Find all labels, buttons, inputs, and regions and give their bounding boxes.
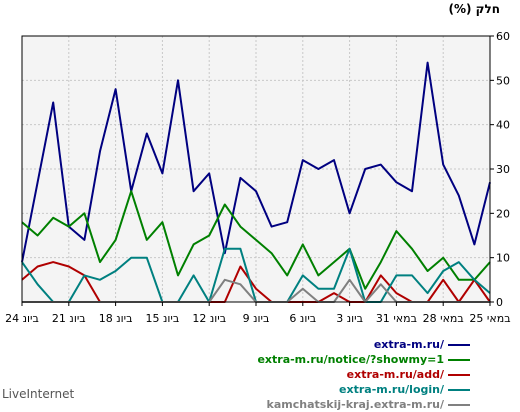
legend-label: extra-m.ru/notice/?showmy=1: [257, 353, 444, 366]
x-tick-label: 9 ביונ: [243, 312, 270, 325]
legend-label: extra-m.ru/add/: [346, 368, 444, 381]
x-tick-label: 25 במאי: [469, 312, 510, 325]
x-tick-label: 12 ביונ: [192, 312, 226, 325]
legend-item: extra-m.ru/notice/?showmy=1: [257, 351, 470, 366]
x-tick-label: 28 במאי: [423, 312, 464, 325]
legend-swatch: [448, 388, 470, 391]
y-tick-label: 60: [496, 30, 510, 43]
legend-item: extra-m.ru/add/: [257, 366, 470, 381]
legend-swatch: [448, 343, 470, 346]
legend-item: extra-m.ru/login/: [257, 381, 470, 396]
x-tick-label: 21 ביונ: [52, 312, 86, 325]
legend-label: extra-m.ru/: [373, 338, 444, 351]
y-tick-label: 10: [496, 252, 510, 265]
brand-label: LiveInternet: [2, 387, 75, 401]
x-tick-label: 15 ביונ: [146, 312, 180, 325]
x-tick-label: 31 במאי: [376, 312, 417, 325]
x-tick-label: 18 ביונ: [99, 312, 133, 325]
x-tick-label: 24 ביונ: [5, 312, 39, 325]
x-tick-label: 6 ביונ: [289, 312, 316, 325]
legend-swatch: [448, 358, 470, 361]
y-tick-label: 50: [496, 74, 510, 87]
axes: 0 10 20 30 40 50 60 24 ביונ 21 ביונ 18 ביונ 15 ביו…: [5, 30, 510, 325]
x-tick-label: 3 ביונ: [336, 312, 363, 325]
legend-item: extra-m.ru/: [257, 336, 470, 351]
y-axis-title: (%) חלק: [448, 2, 500, 16]
y-tick-label: 0: [496, 296, 503, 309]
legend-item: kamchatskij-kraj.extra-m.ru/: [257, 396, 470, 411]
series-line-1: [21, 61, 491, 263]
legend-label: extra-m.ru/login/: [339, 383, 444, 396]
y-tick-label: 30: [496, 163, 510, 176]
legend-swatch: [448, 373, 470, 376]
y-tick-label: 20: [496, 207, 510, 220]
y-tick-label: 40: [496, 119, 510, 132]
legend: extra-m.ru/extra-m.ru/notice/?showmy=1 ex…: [257, 336, 470, 411]
series-line-2: [21, 190, 491, 290]
